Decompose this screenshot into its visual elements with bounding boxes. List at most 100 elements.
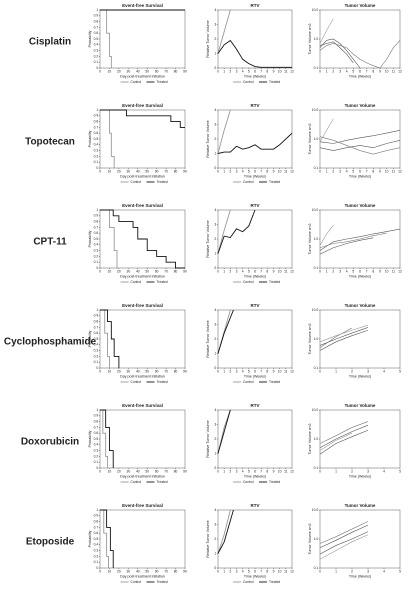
x-tick-label: 10	[108, 469, 112, 473]
x-tick-label: 1	[223, 469, 225, 473]
y-axis-label: Relative Tumor Volume	[206, 520, 210, 557]
y-tick-label: 0.1	[314, 266, 319, 270]
series-line	[100, 109, 185, 128]
x-tick-label: 0	[319, 469, 321, 473]
x-tick-label: 3	[339, 69, 341, 73]
y-axis-label: Tumor Volume cm3	[308, 523, 312, 554]
y-axis-label: Probability	[88, 130, 92, 147]
x-tick-label: 10	[278, 169, 282, 173]
y-tick-label: 0.9	[94, 414, 99, 418]
y-tick-label: 4	[214, 8, 216, 12]
x-tick-label: 6	[254, 169, 256, 173]
x-axis-label: Time (Weeks)	[244, 174, 266, 178]
y-axis-label: Tumor Volume cm3	[308, 423, 312, 454]
x-tick-label: 30	[126, 169, 130, 173]
x-tick-label: 5	[248, 269, 250, 273]
legend-label: Treated	[269, 280, 280, 284]
legend-label: Treated	[157, 480, 168, 484]
x-tick-label: 11	[392, 169, 396, 173]
y-axis-label: Probability	[88, 330, 92, 347]
x-axis-label: Day post-treatment initiation	[120, 474, 165, 478]
chart-title: RTV	[251, 3, 260, 8]
series-line	[100, 309, 120, 368]
x-tick-label: 8	[372, 69, 374, 73]
x-tick-label: 10	[278, 69, 282, 73]
series-line	[217, 309, 234, 354]
y-tick-label: 0.6	[94, 531, 99, 535]
series-line	[319, 237, 374, 255]
legend-label: Control	[243, 580, 254, 584]
series-line	[217, 209, 231, 254]
legend-label: Control	[131, 280, 142, 284]
y-tick-label: 1	[214, 51, 216, 55]
x-tick-label: 20	[117, 269, 121, 273]
chart-title: Tumor Volume	[345, 403, 376, 408]
plot-frame	[99, 409, 186, 469]
series-line	[319, 531, 369, 555]
x-tick-label: 5	[399, 469, 401, 473]
legend-label: Control	[131, 180, 142, 184]
x-tick-label: 90	[183, 569, 187, 573]
y-axis-label: Tumor Volume cm3	[308, 223, 312, 254]
y-tick-label: 0	[96, 166, 98, 170]
x-tick-label: 3	[236, 269, 238, 273]
x-tick-label: 50	[145, 469, 149, 473]
x-tick-label: 12	[398, 69, 402, 73]
y-tick-label: 0.7	[94, 225, 99, 229]
y-tick-label: 4	[214, 408, 216, 412]
y-tick-label: 0.6	[94, 131, 99, 135]
x-tick-label: 70	[164, 269, 168, 273]
plot-frame	[319, 109, 401, 169]
row-label: Etoposide	[26, 537, 75, 548]
x-tick-label: 8	[266, 69, 268, 73]
x-tick-label: 20	[117, 569, 121, 573]
x-tick-label: 10	[278, 269, 282, 273]
y-tick-label: 0.5	[94, 37, 99, 41]
x-tick-label: 8	[266, 469, 268, 473]
x-tick-label: 11	[284, 169, 288, 173]
y-tick-label: 1.0	[314, 237, 319, 241]
x-tick-label: 2	[351, 469, 353, 473]
legend-label: Treated	[269, 580, 280, 584]
chart-title: Event-free Survival	[122, 303, 163, 308]
y-tick-label: 0.7	[94, 525, 99, 529]
series-line	[217, 9, 231, 54]
y-tick-label: 10.0	[312, 508, 319, 512]
x-tick-label: 10	[385, 169, 389, 173]
y-tick-label: 0	[214, 166, 216, 170]
y-tick-label: 0.7	[94, 25, 99, 29]
y-tick-label: 0.4	[94, 243, 99, 247]
legend-label: Control	[243, 80, 254, 84]
series-line	[319, 129, 401, 144]
y-tick-label: 0.4	[94, 343, 99, 347]
x-tick-label: 1	[326, 69, 328, 73]
x-tick-label: 3	[367, 369, 369, 373]
x-tick-label: 4	[346, 69, 348, 73]
y-tick-label: 2	[214, 37, 216, 41]
legend-label: Control	[131, 580, 142, 584]
y-tick-label: 3	[214, 322, 216, 326]
y-tick-label: 3	[214, 22, 216, 26]
series-line	[217, 39, 292, 68]
x-axis-label: Time (Weeks)	[244, 474, 266, 478]
y-tick-label: 4	[214, 108, 216, 112]
plot-frame	[217, 9, 293, 69]
x-tick-label: 3	[339, 269, 341, 273]
y-axis-label: Probability	[88, 30, 92, 47]
x-tick-label: 60	[155, 269, 159, 273]
chart-title: Tumor Volume	[345, 103, 376, 108]
x-tick-label: 3	[367, 569, 369, 573]
series-line	[100, 209, 185, 269]
x-axis-label: Time (Weeks)	[244, 274, 266, 278]
x-tick-label: 4	[242, 469, 244, 473]
legend-label: Treated	[157, 580, 168, 584]
y-tick-label: 1.0	[314, 437, 319, 441]
x-tick-label: 3	[236, 69, 238, 73]
x-tick-label: 8	[372, 269, 374, 273]
y-tick-label: 2	[214, 337, 216, 341]
plot-frame	[217, 509, 293, 569]
y-tick-label: 1.0	[314, 337, 319, 341]
x-tick-label: 50	[145, 69, 149, 73]
x-tick-label: 0	[319, 369, 321, 373]
y-tick-label: 0.8	[94, 319, 99, 323]
